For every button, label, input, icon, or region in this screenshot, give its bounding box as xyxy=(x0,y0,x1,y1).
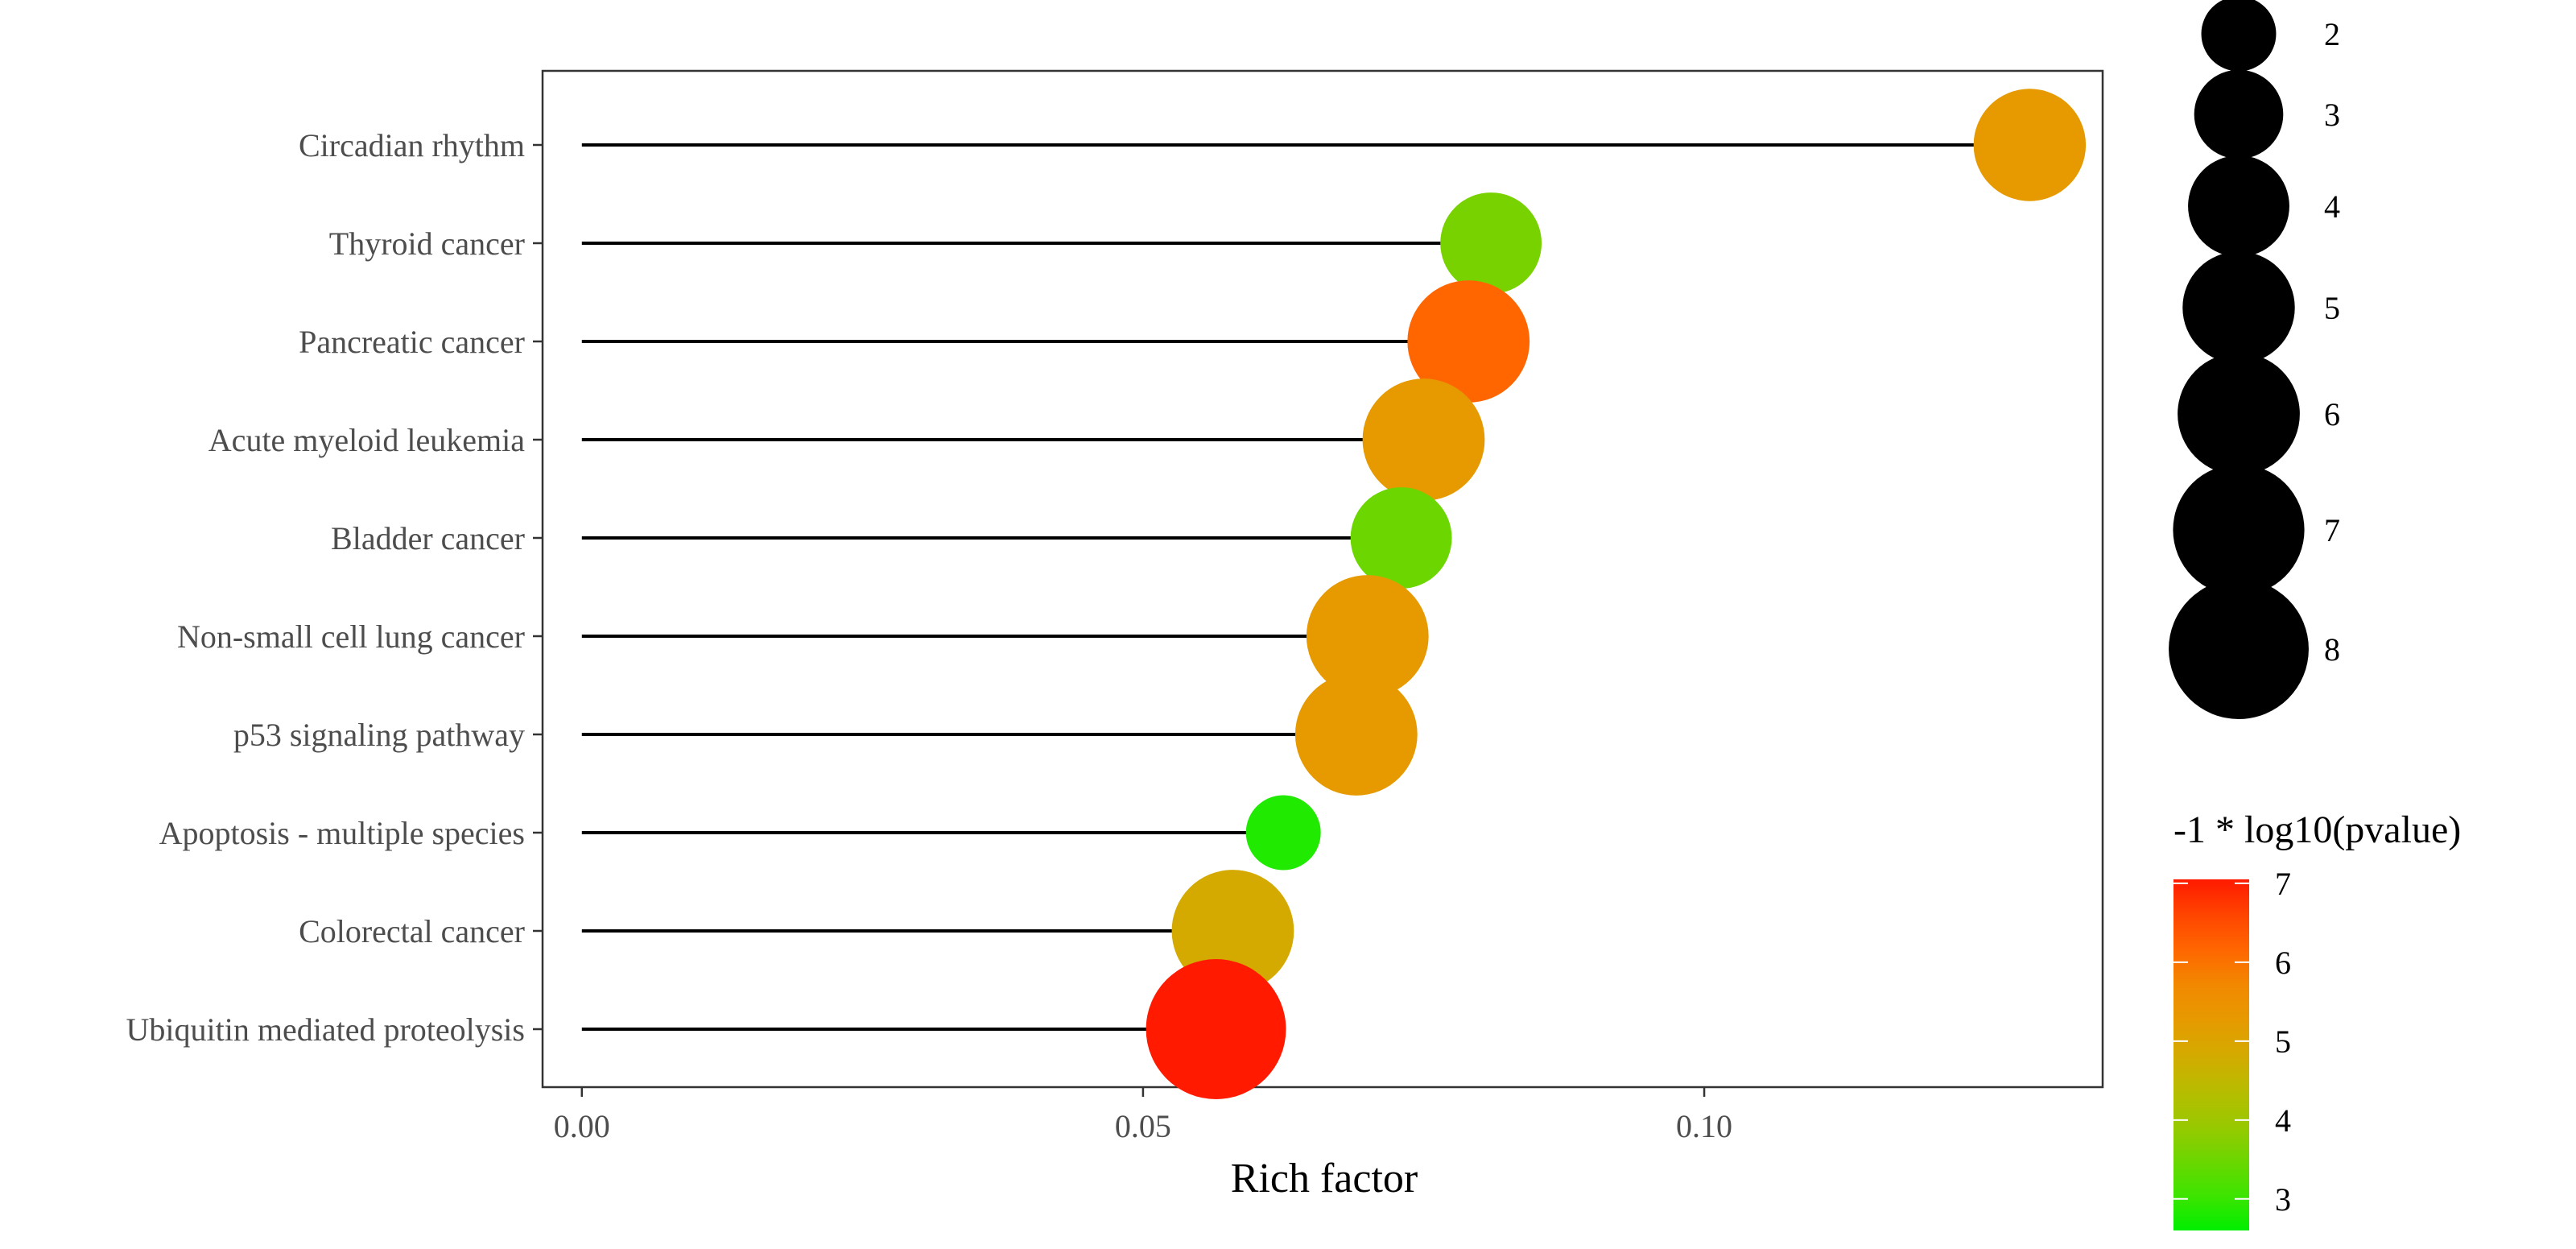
color-legend-title: -1 * log10(pvalue) xyxy=(2174,809,2461,851)
color-legend-bar xyxy=(2174,879,2249,1230)
size-legend-label: 8 xyxy=(2324,631,2340,668)
x-tick-label: 0.10 xyxy=(1676,1108,1732,1144)
lollipop-point xyxy=(1362,378,1485,501)
size-legend-key xyxy=(2169,579,2309,719)
y-tick-label: Circadian rhythm xyxy=(299,127,525,163)
x-tick-label: 0.05 xyxy=(1115,1108,1171,1144)
color-legend-label: 4 xyxy=(2275,1102,2291,1139)
y-tick-label: p53 signaling pathway xyxy=(233,717,525,753)
color-legend-label: 3 xyxy=(2275,1181,2291,1218)
lollipop-point xyxy=(1440,192,1542,294)
size-legend-label: 5 xyxy=(2324,290,2340,326)
size-legend-label: 4 xyxy=(2324,188,2340,225)
color-legend-label: 7 xyxy=(2275,866,2291,902)
x-tick-label: 0.00 xyxy=(554,1108,610,1144)
lollipop-point xyxy=(1245,795,1321,871)
y-tick-label: Non-small cell lung cancer xyxy=(177,618,525,655)
lollipop-point xyxy=(1407,280,1530,403)
size-legend-key xyxy=(2182,251,2295,364)
y-tick-label: Apoptosis - multiple species xyxy=(159,815,525,851)
size-legend-label: 7 xyxy=(2324,512,2340,548)
lollipop-point xyxy=(1306,575,1429,697)
size-legend-key xyxy=(2178,353,2300,475)
color-legend-label: 5 xyxy=(2275,1024,2291,1060)
color-legend-label: 6 xyxy=(2275,945,2291,981)
plot-panel-border xyxy=(541,69,2104,1089)
y-tick-label: Acute myeloid leukemia xyxy=(208,422,525,458)
lollipop-point xyxy=(1973,89,2087,201)
color-legend: 7 6 5 4 3 xyxy=(2174,866,2291,1230)
size-legend-label: 6 xyxy=(2324,396,2340,432)
size-legend-key xyxy=(2173,464,2305,596)
size-legend-key xyxy=(2194,69,2284,159)
lollipop-point xyxy=(1294,673,1418,796)
plot-area: 0.00 0.05 0.10 Circadian rhythm Thyroid canc… xyxy=(126,69,2104,1144)
y-tick-label: Pancreatic cancer xyxy=(299,324,525,360)
lollipop-point xyxy=(1146,959,1286,1099)
size-legend-label: 2 xyxy=(2324,16,2340,52)
size-legend-key xyxy=(2188,155,2289,257)
y-tick-label: Ubiquitin mediated proteolysis xyxy=(126,1011,526,1048)
lollipop-point xyxy=(1350,487,1452,589)
size-legend-key xyxy=(2201,0,2277,72)
size-legend: 2 3 4 5 6 7 8 xyxy=(2169,0,2340,719)
x-axis-title: Rich factor xyxy=(1231,1156,1418,1201)
size-legend-label: 3 xyxy=(2324,97,2340,133)
y-tick-label: Thyroid cancer xyxy=(329,225,525,262)
y-tick-label: Bladder cancer xyxy=(331,520,525,556)
y-tick-label: Colorectal cancer xyxy=(299,913,525,949)
